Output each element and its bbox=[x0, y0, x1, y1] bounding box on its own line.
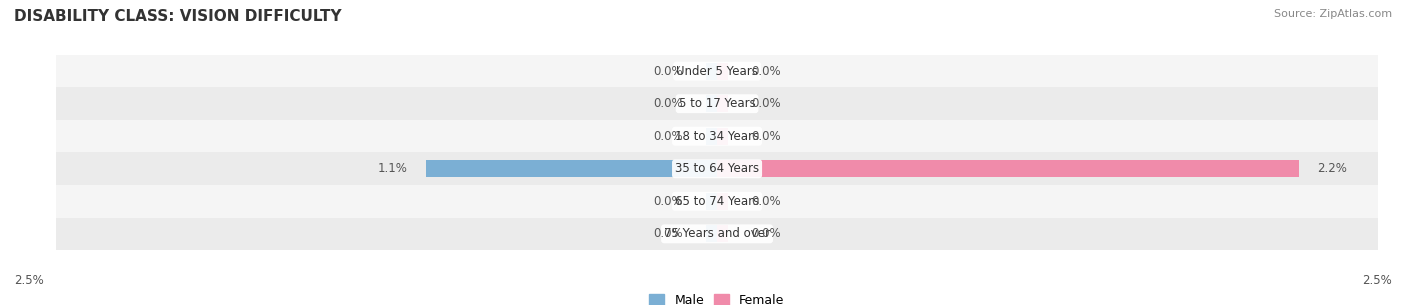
Text: 1.1%: 1.1% bbox=[378, 162, 408, 175]
Text: 2.5%: 2.5% bbox=[1362, 274, 1392, 287]
Text: DISABILITY CLASS: VISION DIFFICULTY: DISABILITY CLASS: VISION DIFFICULTY bbox=[14, 9, 342, 24]
Bar bbox=[706, 225, 717, 242]
Text: 0.0%: 0.0% bbox=[652, 97, 683, 110]
Text: 0.0%: 0.0% bbox=[652, 130, 683, 143]
Text: Source: ZipAtlas.com: Source: ZipAtlas.com bbox=[1274, 9, 1392, 19]
Text: 0.0%: 0.0% bbox=[652, 227, 683, 240]
Legend: Male, Female: Male, Female bbox=[644, 289, 790, 305]
Text: 0.0%: 0.0% bbox=[751, 130, 782, 143]
Bar bbox=[56, 120, 1378, 152]
Bar bbox=[426, 160, 717, 177]
Text: 65 to 74 Years: 65 to 74 Years bbox=[675, 195, 759, 208]
Text: 75 Years and over: 75 Years and over bbox=[664, 227, 770, 240]
Bar bbox=[56, 152, 1378, 185]
Bar bbox=[56, 55, 1378, 88]
Bar bbox=[717, 128, 728, 145]
Bar bbox=[56, 217, 1378, 250]
Text: 5 to 17 Years: 5 to 17 Years bbox=[679, 97, 755, 110]
Text: 0.0%: 0.0% bbox=[652, 65, 683, 78]
Text: 0.0%: 0.0% bbox=[652, 195, 683, 208]
Text: 0.0%: 0.0% bbox=[751, 97, 782, 110]
Bar bbox=[717, 95, 728, 112]
Text: 0.0%: 0.0% bbox=[751, 227, 782, 240]
Text: 2.5%: 2.5% bbox=[14, 274, 44, 287]
Text: 0.0%: 0.0% bbox=[751, 65, 782, 78]
Bar bbox=[706, 128, 717, 145]
Text: 2.2%: 2.2% bbox=[1317, 162, 1347, 175]
Text: 0.0%: 0.0% bbox=[751, 195, 782, 208]
Bar bbox=[706, 95, 717, 112]
Bar bbox=[717, 63, 728, 80]
Text: Under 5 Years: Under 5 Years bbox=[676, 65, 758, 78]
Bar bbox=[56, 185, 1378, 217]
Bar bbox=[706, 193, 717, 210]
Bar bbox=[717, 225, 728, 242]
Bar bbox=[56, 88, 1378, 120]
Bar bbox=[717, 160, 1299, 177]
Bar bbox=[706, 63, 717, 80]
Text: 18 to 34 Years: 18 to 34 Years bbox=[675, 130, 759, 143]
Bar bbox=[717, 193, 728, 210]
Text: 35 to 64 Years: 35 to 64 Years bbox=[675, 162, 759, 175]
